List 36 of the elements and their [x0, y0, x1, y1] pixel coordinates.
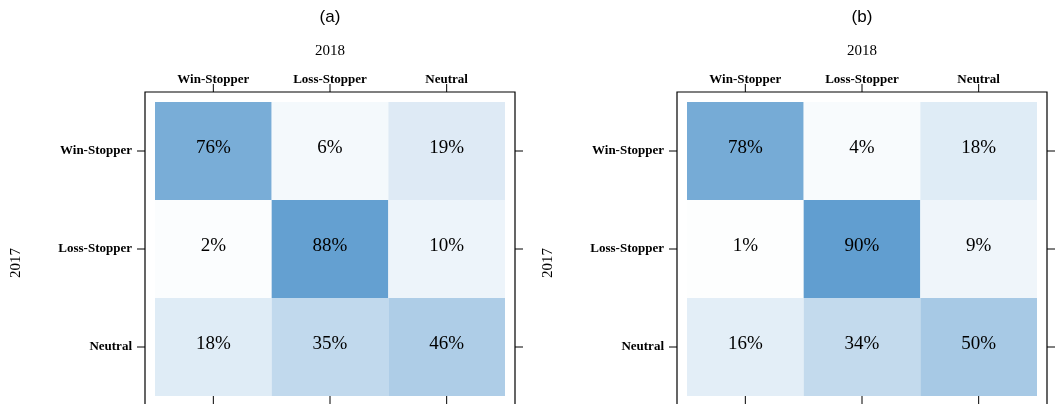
chart-title: (b) — [851, 7, 873, 26]
x-tick-label: Win-Stopper — [177, 71, 250, 86]
x-tick-label: Neutral — [425, 71, 469, 86]
x-tick-label: Loss-Stopper — [293, 71, 368, 86]
data-label: 2% — [200, 234, 227, 256]
data-label: 4% — [849, 136, 875, 158]
data-label: 34% — [844, 332, 880, 354]
chart-title: (a) — [319, 7, 341, 26]
y-tick-label: Loss-Stopper — [58, 239, 133, 255]
y-tick-label: Neutral — [621, 337, 665, 353]
y-tick-label: Win-Stopper — [60, 141, 133, 157]
data-label: 1% — [732, 234, 759, 256]
data-label: 18% — [195, 332, 231, 354]
data-label: 50% — [961, 332, 997, 354]
data-label: 18% — [961, 136, 997, 158]
data-label: 76% — [195, 136, 231, 158]
x-axis-title: 2018 — [847, 42, 877, 58]
data-label: 16% — [727, 332, 763, 354]
data-label: 10% — [429, 234, 465, 256]
data-label: 35% — [312, 332, 348, 354]
data-label: 6% — [317, 136, 343, 158]
y-tick-label: Loss-Stopper — [590, 239, 665, 255]
data-label: 88% — [312, 234, 348, 256]
x-tick-label: Neutral — [957, 71, 1001, 86]
data-label: 78% — [727, 136, 763, 158]
y-axis-title: 2017 — [539, 247, 555, 278]
data-label: 46% — [429, 332, 465, 354]
data-label: 90% — [844, 234, 880, 256]
data-label: 19% — [429, 136, 465, 158]
data-label: 9% — [966, 234, 992, 256]
x-tick-label: Win-Stopper — [709, 71, 782, 86]
y-tick-label: Win-Stopper — [592, 141, 665, 157]
y-axis-title: 2017 — [7, 247, 23, 278]
x-tick-label: Loss-Stopper — [825, 71, 900, 86]
y-tick-label: Neutral — [89, 337, 133, 353]
x-axis-title: 2018 — [315, 42, 345, 58]
